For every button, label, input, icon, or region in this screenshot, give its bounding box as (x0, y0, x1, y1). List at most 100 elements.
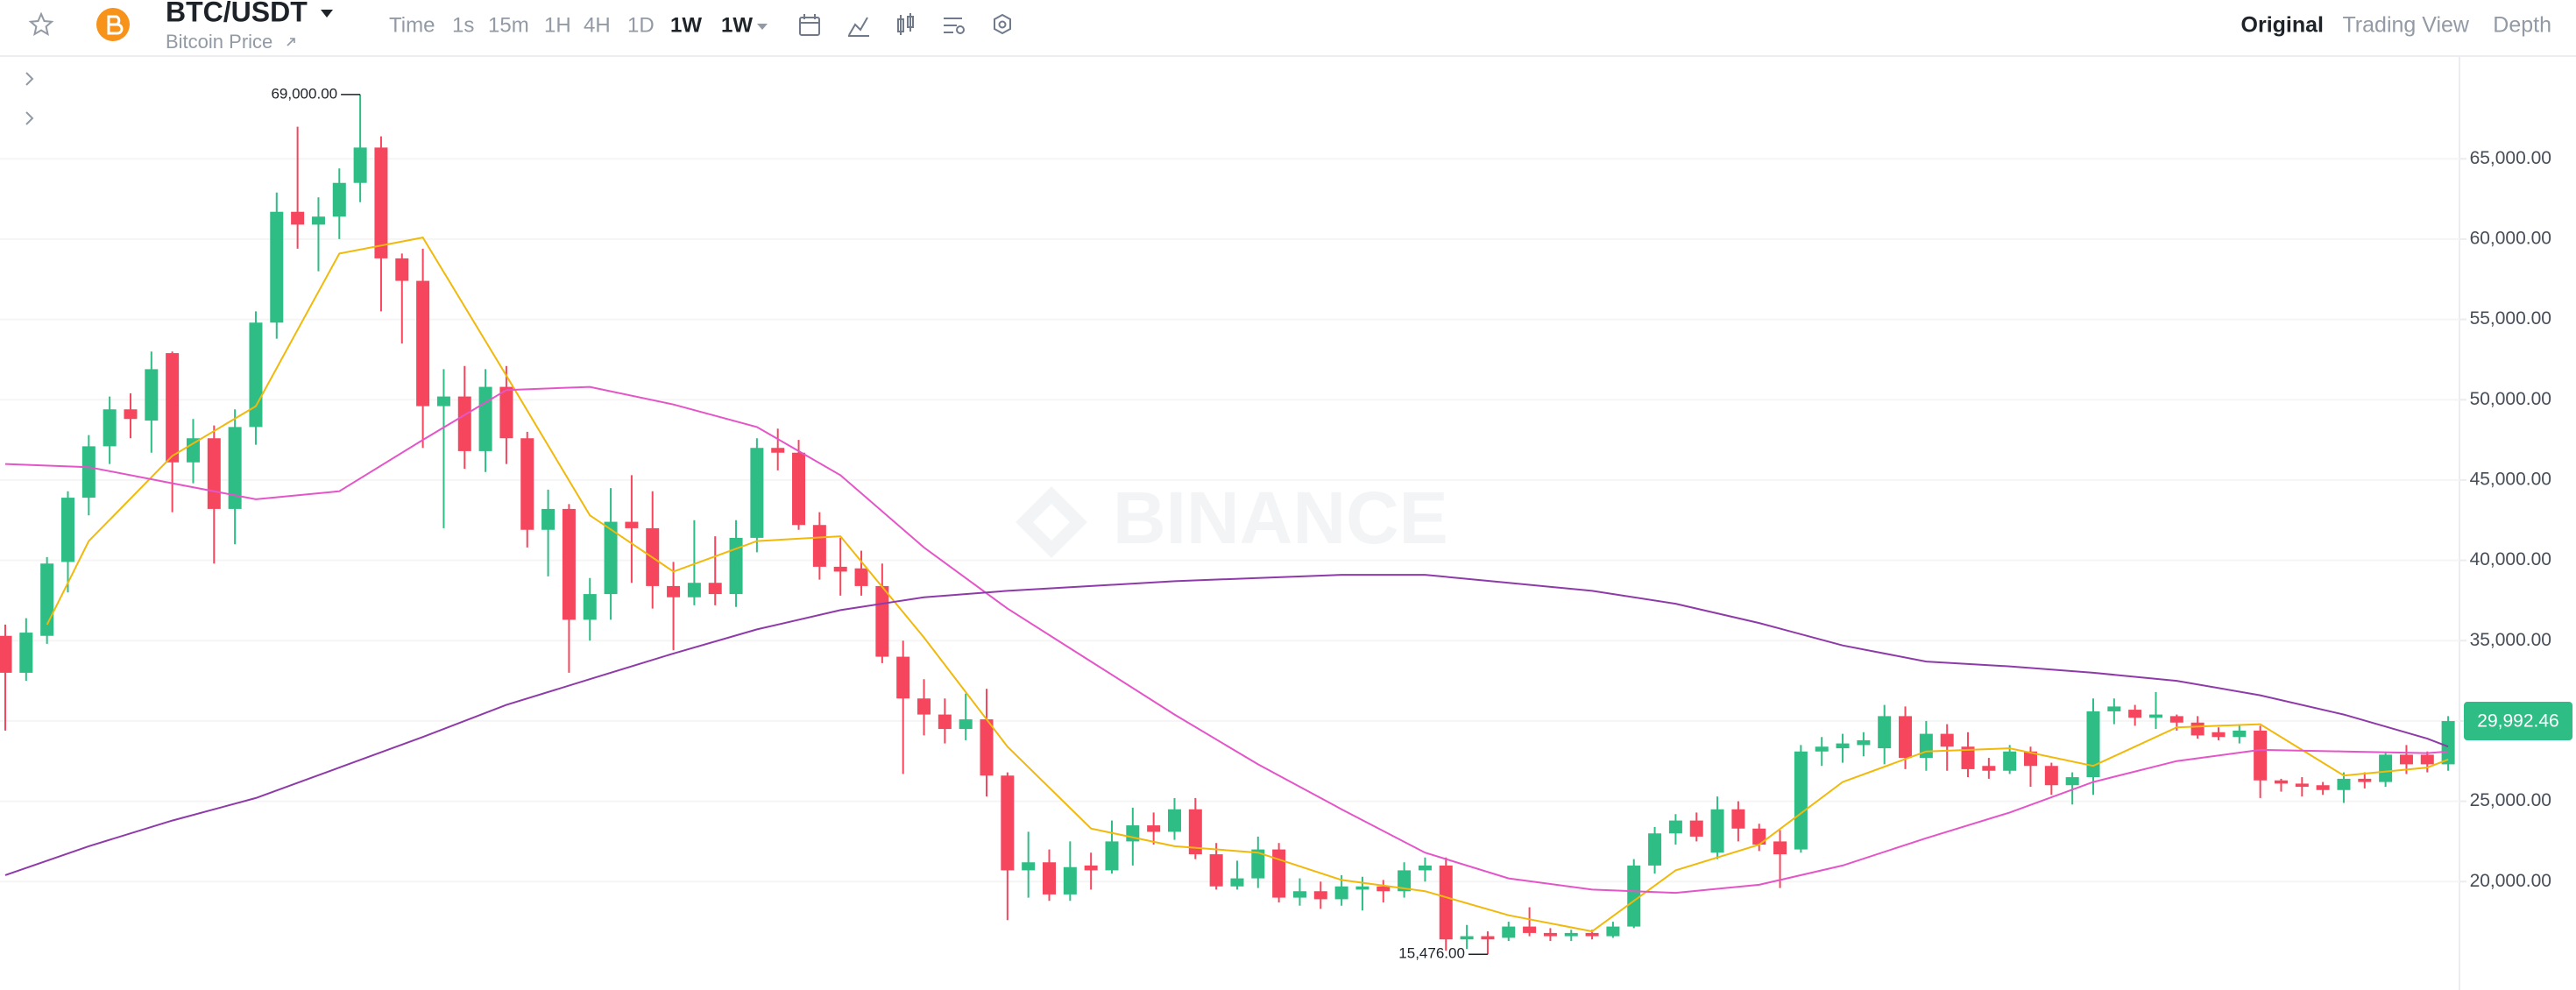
candle-body (520, 438, 534, 530)
candle-body (2024, 751, 2038, 767)
candle-body (478, 386, 492, 451)
candle-body (2358, 778, 2372, 782)
chart-type-icon[interactable] (897, 13, 914, 35)
candle-body (792, 452, 806, 526)
candle-body (1167, 809, 1181, 832)
candle-body (1022, 862, 1036, 871)
expand-chevron[interactable] (25, 111, 34, 125)
candle-body (2107, 706, 2121, 711)
y-tick-label: 45,000.00 (2470, 469, 2551, 489)
expand-chevron[interactable] (25, 72, 34, 86)
candle-body (1752, 828, 1766, 845)
y-tick-label: 40,000.00 (2470, 549, 2551, 569)
interval-button[interactable]: 1s (452, 13, 474, 37)
candle-body (604, 521, 618, 595)
symbol-caret[interactable] (321, 10, 333, 18)
indicator-icon[interactable] (848, 17, 869, 37)
candle-body (1836, 743, 1850, 749)
candle-body (708, 583, 722, 595)
candle-body (374, 147, 388, 258)
candle-body (1794, 751, 1808, 850)
candle-body (1439, 865, 1453, 940)
candle-body (1063, 866, 1077, 895)
candle-body (1878, 716, 1892, 749)
candle-body (2379, 754, 2393, 782)
candle-body (311, 216, 325, 225)
y-tick-label: 25,000.00 (2470, 790, 2551, 810)
interval-button[interactable]: 1H (544, 13, 571, 37)
coin-glyph (107, 15, 124, 35)
moving-average-line (4, 574, 2449, 876)
y-tick-label: 60,000.00 (2470, 228, 2551, 248)
candle-body (2399, 754, 2413, 765)
candle-body (1773, 841, 1787, 855)
y-tick-label: 35,000.00 (2470, 630, 2551, 650)
annotation-label: 69,000.00 (271, 85, 337, 102)
candle-body (2274, 780, 2288, 784)
candle-body (166, 353, 180, 463)
interval-button[interactable]: Time (389, 13, 435, 37)
candle-body (0, 635, 12, 673)
interval-button[interactable]: 15m (488, 13, 529, 37)
candle-body (687, 583, 701, 598)
candle-body (917, 698, 931, 715)
candle-body (2086, 711, 2100, 778)
candle-body (2295, 783, 2309, 788)
settings-icon[interactable] (994, 13, 1011, 35)
candle-body (1188, 809, 1202, 855)
candle-body (395, 258, 409, 281)
candle-body (667, 585, 681, 598)
candle-body (771, 448, 785, 453)
external-link-icon[interactable] (287, 38, 295, 46)
candle-body (833, 566, 847, 572)
candle-body (2254, 730, 2268, 781)
candle-body (1648, 833, 1662, 866)
favorite-star[interactable] (28, 11, 54, 37)
last-price-tag (2464, 702, 2572, 741)
candle-body (124, 409, 138, 420)
candle-body (1919, 733, 1933, 759)
moving-average-line (46, 236, 2449, 933)
y-tick-label: 65,000.00 (2470, 148, 2551, 168)
symbol[interactable]: BTC/USDT (166, 0, 308, 27)
candle-body (1627, 865, 1641, 927)
symbol-subtitle[interactable]: Bitcoin Price (166, 31, 272, 53)
interval-dropdown[interactable]: 1W (721, 13, 753, 37)
candle-body (436, 396, 450, 407)
view-tab[interactable]: Original (2241, 13, 2324, 38)
candle-body (457, 396, 471, 451)
candle-body (1731, 809, 1745, 829)
candle-body (2003, 751, 2017, 771)
candle-body (1982, 766, 1996, 771)
view-tab[interactable]: Depth (2493, 13, 2551, 38)
candle-body (1815, 746, 1829, 752)
candle-body (750, 448, 764, 538)
settings-list-icon[interactable] (944, 18, 965, 34)
candle-body (1543, 932, 1557, 937)
candle-body (2190, 722, 2204, 736)
watermark-text: BINANCE (1113, 477, 1448, 559)
candle-body (2212, 732, 2226, 738)
interval-caret[interactable] (757, 24, 768, 30)
candle-body (2044, 766, 2058, 786)
calendar-icon[interactable] (799, 14, 820, 36)
candle-body (980, 719, 994, 776)
candle-body (1564, 932, 1578, 937)
candle-body (1585, 932, 1599, 937)
candle-body (1857, 739, 1871, 746)
interval-button[interactable]: 4H (584, 13, 611, 37)
candle-body (1481, 936, 1495, 940)
candle-body (1689, 820, 1703, 837)
interval-button[interactable]: 1W (670, 13, 702, 37)
view-tab[interactable]: Trading View (2342, 13, 2469, 38)
candle-body (2148, 714, 2162, 718)
candle-body (1084, 865, 1098, 871)
candle-body (1251, 849, 1265, 879)
annotation-label: 15,476.00 (1398, 945, 1465, 962)
candle-body (2128, 710, 2142, 718)
candle-body (1105, 841, 1119, 871)
candle-body (1961, 746, 1975, 769)
candle-body (875, 585, 889, 657)
interval-button[interactable]: 1D (627, 13, 655, 37)
